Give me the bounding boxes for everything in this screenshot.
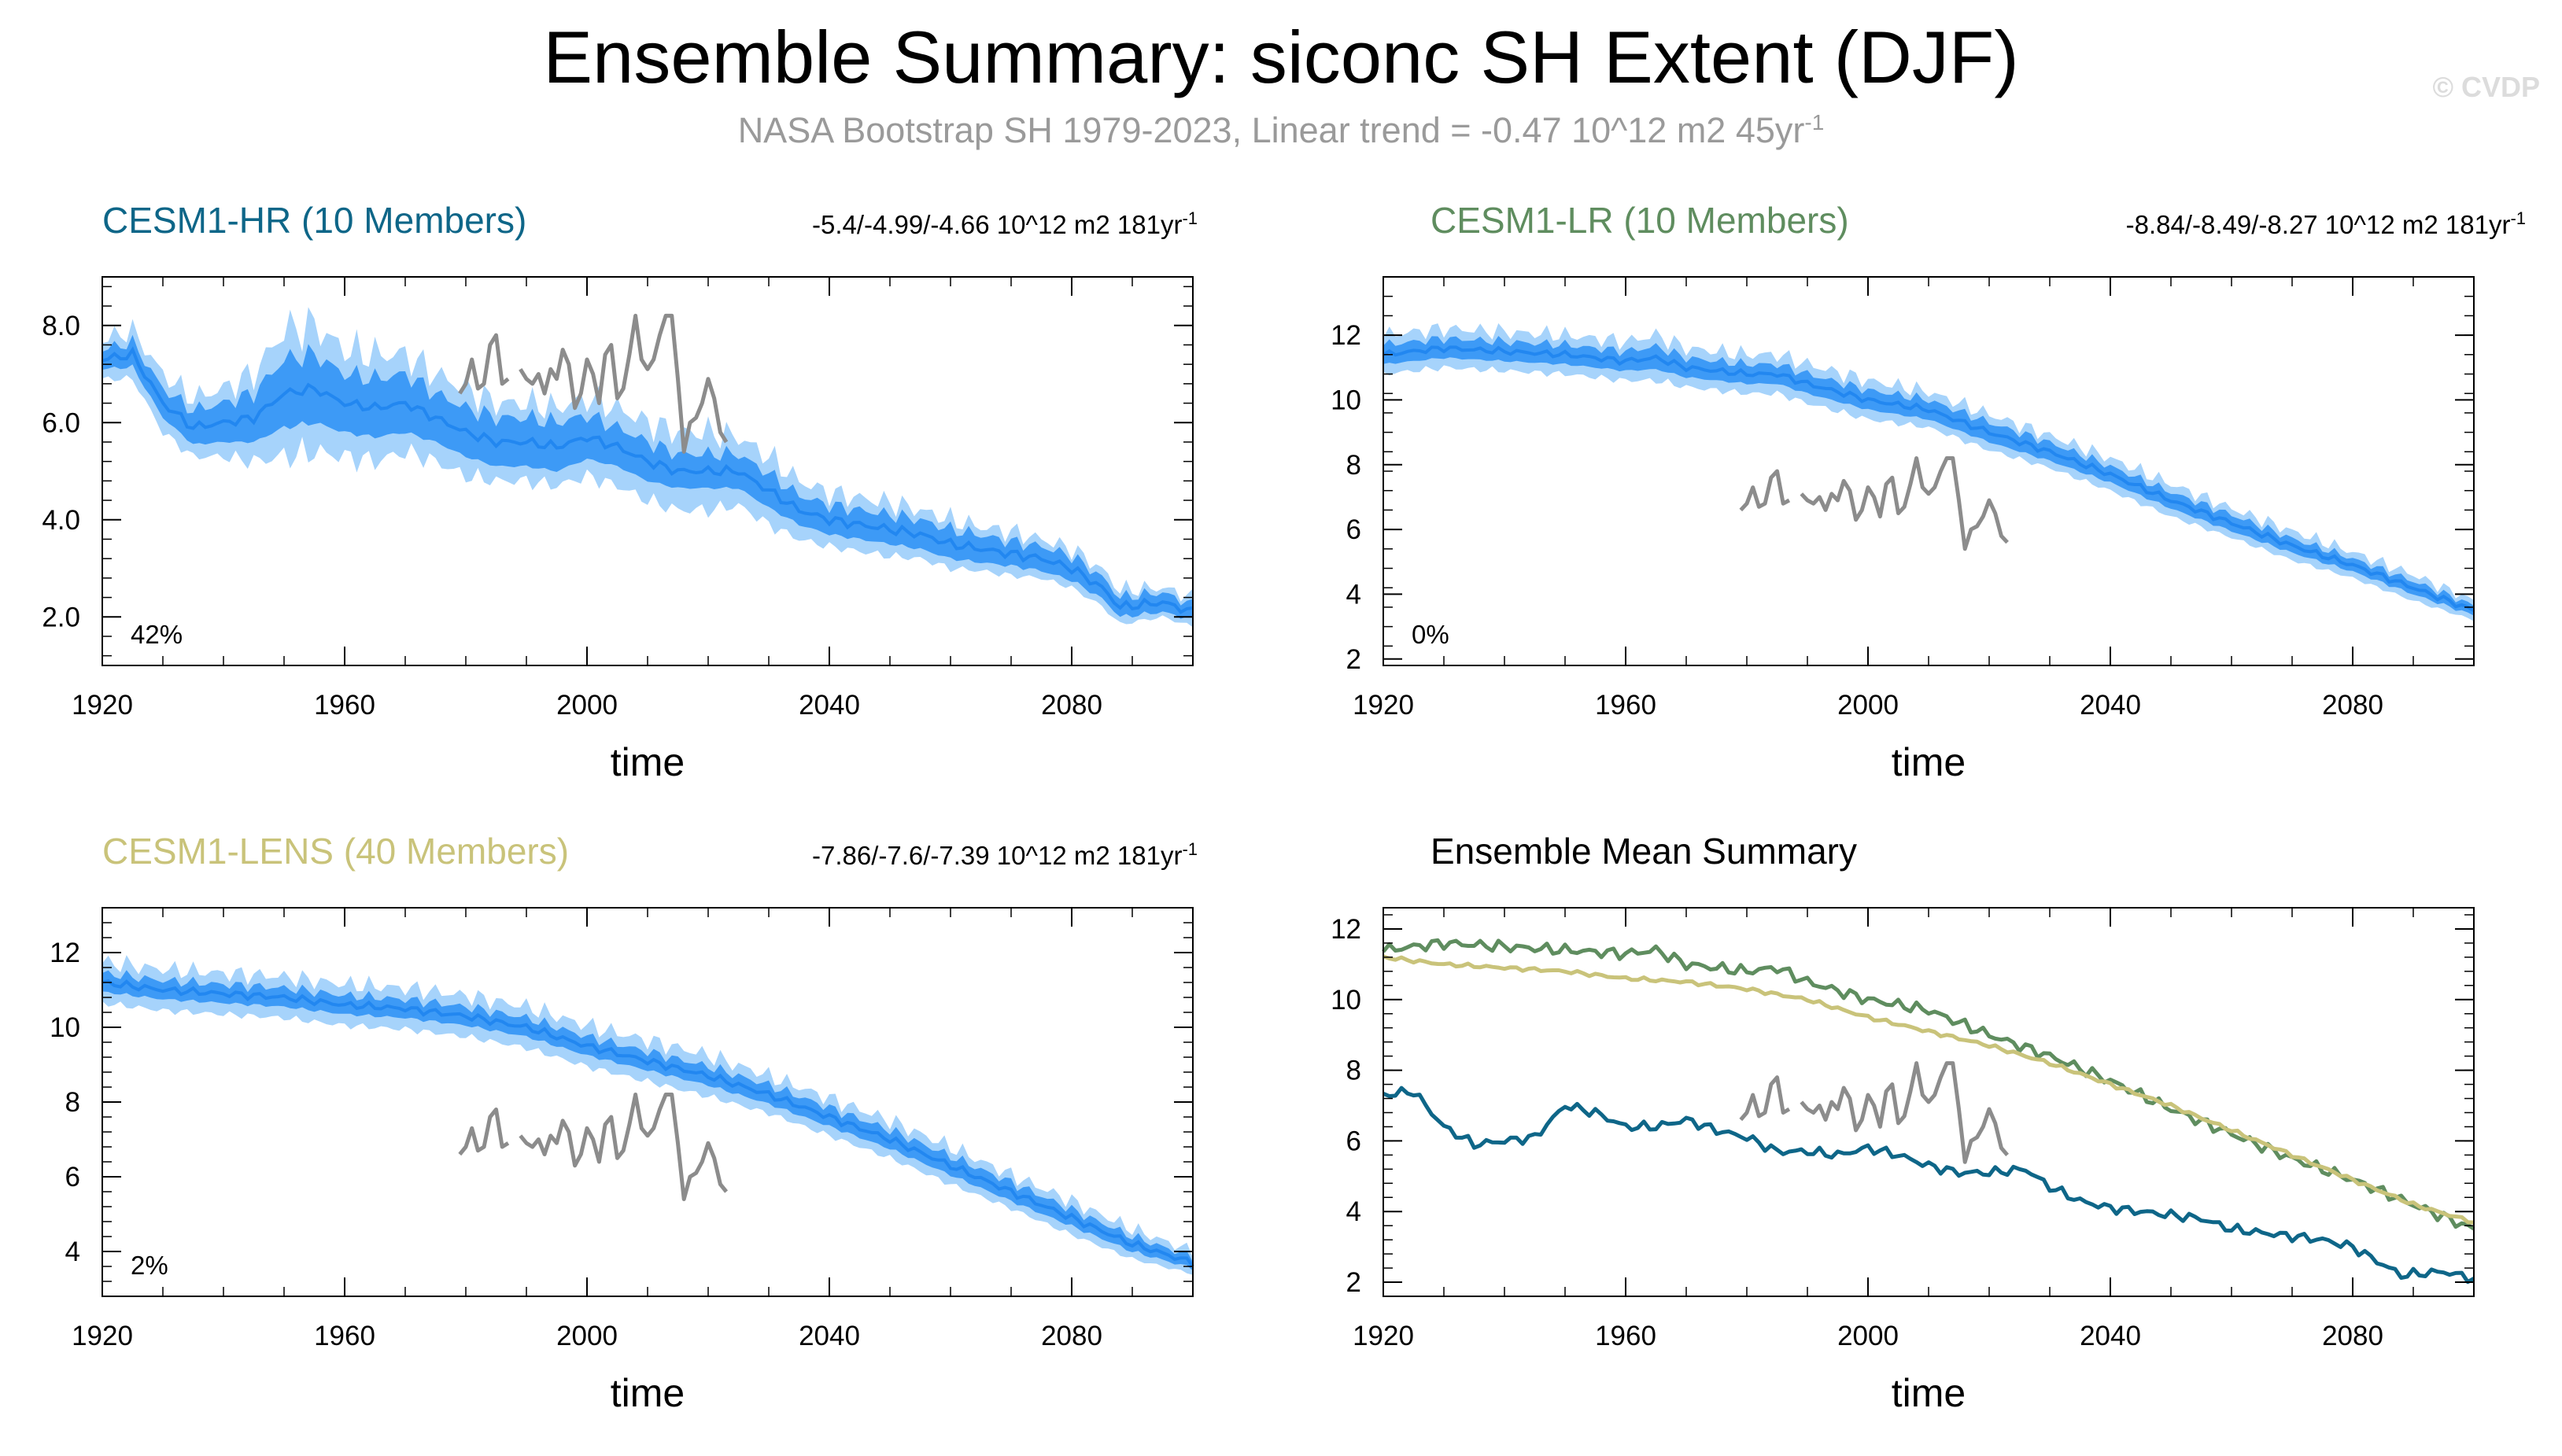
series-line-cesm1-lens xyxy=(1383,954,2475,1225)
ensemble-range-band xyxy=(1383,323,2474,621)
y-tick-label: 6 xyxy=(65,1162,80,1192)
x-tick-label: 1920 xyxy=(1353,1321,1414,1351)
y-tick-label: 12 xyxy=(50,938,80,968)
y-tick-label: 6 xyxy=(1346,514,1361,545)
x-tick-label: 2000 xyxy=(1837,1321,1899,1351)
x-tick-label: 2000 xyxy=(556,1321,618,1351)
panel-hr-title: CESM1-HR (10 Members) xyxy=(102,200,527,241)
series-line-cesm1-lr xyxy=(1382,938,2475,1231)
x-tick-label: 1920 xyxy=(72,690,133,721)
ensemble-iqr-band xyxy=(1383,336,2474,616)
x-tick-label: 2000 xyxy=(556,690,618,721)
copyright-watermark: © CVDP xyxy=(2432,71,2540,103)
y-tick-label: 8 xyxy=(1346,1056,1361,1086)
ensemble-mean-line xyxy=(102,979,1194,1268)
x-tick-label: 1920 xyxy=(1353,690,1414,721)
panel-lens-stats: -7.86/-7.6/-7.39 10^12 m2 181yr-1 xyxy=(812,832,1198,873)
y-tick-label: 8 xyxy=(65,1087,80,1118)
ensemble-iqr-band xyxy=(102,334,1193,619)
panel-lr-stats-text: -8.84/-8.49/-8.27 10^12 m2 181yr xyxy=(2125,210,2511,239)
plot-frame xyxy=(102,907,1194,1297)
y-tick-label: 2 xyxy=(1346,1267,1361,1298)
panel-lr-title: CESM1-LR (10 Members) xyxy=(1431,200,1849,241)
chart-panel-summary: 2 4 6 8 10 12 1920 1960 2000 2040 2080 time xyxy=(1331,907,2475,1415)
ensemble-iqr-band xyxy=(102,970,1193,1271)
observations-line xyxy=(458,313,729,454)
x-tick-label: 2080 xyxy=(1041,690,1102,721)
y-tick-label: 10 xyxy=(1331,985,1361,1016)
figure-subtitle: NASA Bootstrap SH 1979-2023, Linear tren… xyxy=(0,101,2562,153)
x-tick-label: 1920 xyxy=(72,1321,133,1351)
panel-summary-title: Ensemble Mean Summary xyxy=(1431,831,1857,872)
chart-panel-lens: 4 6 8 10 12 1920 1960 2000 2040 2080 time 2% xyxy=(50,907,1194,1415)
y-tick-label: 4 xyxy=(1346,579,1361,610)
series-line-nasa-bootstrap-sh xyxy=(1739,1061,2009,1164)
subtitle-exponent: -1 xyxy=(1804,110,1825,135)
y-tick-label: 12 xyxy=(1331,320,1361,351)
panel-lr-stats: -8.84/-8.49/-8.27 10^12 m2 181yr-1 xyxy=(2126,201,2526,242)
y-tick-label: 2.0 xyxy=(42,602,80,632)
panel-lens-stats-exponent: -1 xyxy=(1182,839,1198,859)
panel-hr-stats-exponent: -1 xyxy=(1182,208,1198,228)
panel-hr-stats: -5.4/-4.99/-4.66 10^12 m2 181yr-1 xyxy=(812,201,1198,242)
figure-title: Ensemble Summary: siconc SH Extent (DJF) xyxy=(543,16,2019,98)
x-axis-title: time xyxy=(1892,1371,1966,1415)
x-tick-label: 2040 xyxy=(799,690,860,721)
y-tick-label: 2 xyxy=(1346,644,1361,675)
series-line-cesm1-hr xyxy=(1383,1086,2475,1285)
y-tick-label: 4 xyxy=(1346,1196,1361,1227)
x-tick-label: 1960 xyxy=(1595,690,1656,721)
panel-hr-stats-text: -5.4/-4.99/-4.66 10^12 m2 181yr xyxy=(812,210,1183,239)
chart-panel-hr: 2.0 4.0 6.0 8.0 1920 1960 2000 2040 2080 time 42% xyxy=(42,276,1194,784)
x-tick-label: 2080 xyxy=(2322,1321,2383,1351)
y-tick-label: 6 xyxy=(1346,1126,1361,1156)
chart-panel-lr: 2 4 6 8 10 12 1920 1960 2000 2040 2080 time 0% xyxy=(1331,276,2475,784)
y-tick-label: 10 xyxy=(1331,385,1361,415)
x-tick-label: 2040 xyxy=(2080,690,2141,721)
x-axis-title: time xyxy=(1892,740,1966,784)
y-tick-label: 6.0 xyxy=(42,407,80,438)
x-tick-label: 1960 xyxy=(1595,1321,1656,1351)
observations-line xyxy=(458,1093,729,1201)
y-tick-label: 8.0 xyxy=(42,311,80,341)
x-tick-label: 2080 xyxy=(2322,690,2383,721)
y-tick-label: 4 xyxy=(65,1237,80,1267)
y-tick-label: 12 xyxy=(1331,914,1361,945)
panel-lens-title: CESM1-LENS (40 Members) xyxy=(102,831,570,872)
panel-lens-stats-text: -7.86/-7.6/-7.39 10^12 m2 181yr xyxy=(812,841,1183,870)
panel-lr-stats-exponent: -1 xyxy=(2510,208,2526,228)
x-tick-label: 1960 xyxy=(314,690,375,721)
ensemble-mean-line xyxy=(1382,345,2475,613)
percent-label: 2% xyxy=(131,1251,168,1280)
percent-label: 0% xyxy=(1412,620,1449,649)
y-tick-label: 4.0 xyxy=(42,505,80,536)
subtitle-text: NASA Bootstrap SH 1979-2023, Linear tren… xyxy=(737,110,1805,150)
x-tick-label: 2040 xyxy=(2080,1321,2141,1351)
percent-label: 42% xyxy=(131,620,183,649)
ensemble-mean-line xyxy=(102,346,1194,614)
x-tick-label: 1960 xyxy=(314,1321,375,1351)
x-tick-label: 2040 xyxy=(799,1321,860,1351)
x-axis-title: time xyxy=(611,1371,685,1415)
x-tick-label: 2000 xyxy=(1837,690,1899,721)
x-axis-title: time xyxy=(611,740,685,784)
y-tick-label: 10 xyxy=(50,1012,80,1043)
x-tick-label: 2080 xyxy=(1041,1321,1102,1351)
observations-line xyxy=(1739,456,2009,551)
y-tick-label: 8 xyxy=(1346,450,1361,481)
